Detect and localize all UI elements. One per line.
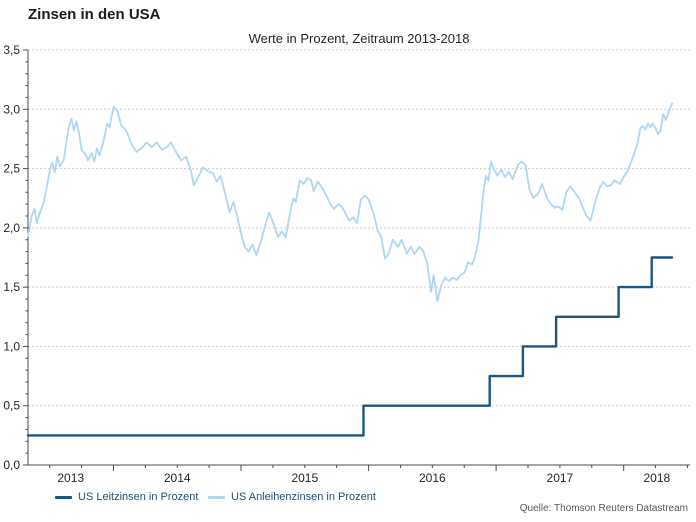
- x-tick-label: 2018: [643, 471, 670, 485]
- chart-title: Zinsen in den USA: [28, 6, 161, 23]
- chart-legend: US Leitzinsen in Prozent US Anleihenzins…: [0, 489, 696, 505]
- y-tick-label: 3,5: [3, 43, 20, 57]
- y-tick-label: 1,0: [3, 339, 20, 353]
- chart-subtitle: Werte in Prozent, Zeitraum 2013-2018: [248, 31, 470, 46]
- series-line-anleihenzinsen: [27, 102, 673, 303]
- x-tick-label: 2015: [291, 471, 318, 485]
- y-tick-label: 0,5: [3, 399, 20, 413]
- y-tick-label: 2,5: [3, 162, 20, 176]
- y-tick-label: 1,5: [3, 280, 20, 294]
- legend-label-anleihenzinsen: US Anleihenzinsen in Prozent: [231, 491, 376, 503]
- x-tick-label: 2016: [419, 471, 446, 485]
- anleihenzinsen-line-swatch-icon: [208, 495, 225, 499]
- x-tick-label: 2017: [547, 471, 574, 485]
- x-tick-label: 2013: [57, 471, 84, 485]
- legend-item-anleihenzinsen: US Anleihenzinsen in Prozent: [208, 489, 376, 505]
- legend-label-leitzinsen: US Leitzinsen in Prozent: [78, 491, 199, 503]
- x-tick-label: 2014: [164, 471, 191, 485]
- source-credit: Quelle: Thomson Reuters Datastream: [519, 503, 688, 514]
- y-tick-label: 3,0: [3, 102, 20, 116]
- y-tick-label: 0,0: [3, 458, 20, 472]
- series-line-leitzinsen: [26, 256, 674, 437]
- y-tick-label: 2,0: [3, 221, 20, 235]
- legend-item-leitzinsen: US Leitzinsen in Prozent: [55, 489, 198, 505]
- leitzinsen-line-swatch-icon: [55, 495, 72, 499]
